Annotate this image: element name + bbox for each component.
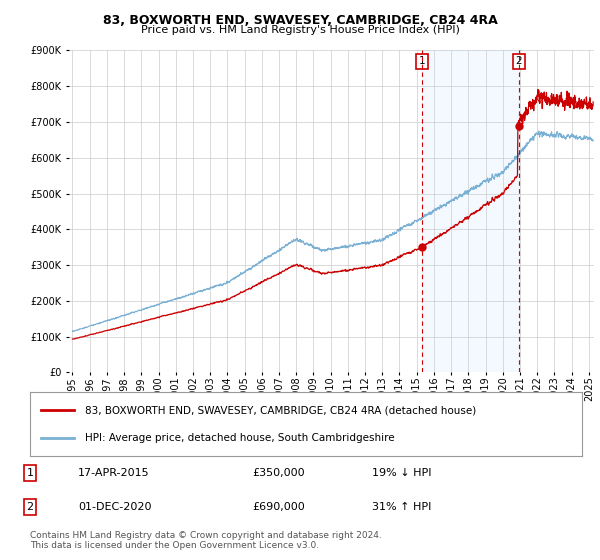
Text: 83, BOXWORTH END, SWAVESEY, CAMBRIDGE, CB24 4RA: 83, BOXWORTH END, SWAVESEY, CAMBRIDGE, C… (103, 14, 497, 27)
Text: HPI: Average price, detached house, South Cambridgeshire: HPI: Average price, detached house, Sout… (85, 433, 395, 444)
Text: £690,000: £690,000 (252, 502, 305, 512)
Bar (422, 50, 518, 372)
Text: 1: 1 (418, 56, 425, 66)
Text: 17-APR-2015: 17-APR-2015 (78, 468, 149, 478)
Text: Contains HM Land Registry data © Crown copyright and database right 2024.
This d: Contains HM Land Registry data © Crown c… (30, 530, 382, 550)
Text: 31% ↑ HPI: 31% ↑ HPI (372, 502, 431, 512)
Text: 2: 2 (26, 502, 34, 512)
Text: 83, BOXWORTH END, SWAVESEY, CAMBRIDGE, CB24 4RA (detached house): 83, BOXWORTH END, SWAVESEY, CAMBRIDGE, C… (85, 405, 476, 415)
Text: 01-DEC-2020: 01-DEC-2020 (78, 502, 151, 512)
Text: £350,000: £350,000 (252, 468, 305, 478)
Text: 1: 1 (26, 468, 34, 478)
Text: 19% ↓ HPI: 19% ↓ HPI (372, 468, 431, 478)
Text: Price paid vs. HM Land Registry's House Price Index (HPI): Price paid vs. HM Land Registry's House … (140, 25, 460, 35)
Text: 2: 2 (515, 56, 522, 66)
